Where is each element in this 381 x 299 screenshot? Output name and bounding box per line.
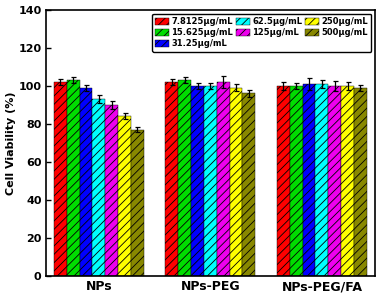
Bar	[341, 86, 354, 276]
Bar	[191, 86, 204, 276]
Bar	[354, 88, 367, 276]
Bar	[67, 80, 80, 276]
Bar	[80, 88, 93, 276]
Bar	[93, 99, 105, 276]
Bar	[54, 82, 67, 276]
Bar	[204, 86, 217, 276]
Bar	[178, 80, 191, 276]
Y-axis label: Cell Viability (%): Cell Viability (%)	[6, 91, 16, 195]
Bar	[328, 86, 341, 276]
Bar	[303, 84, 315, 276]
Bar	[118, 116, 131, 276]
Legend: 7.8125μg/mL, 15.625μg/mL, 31.25μg/mL, 62.5μg/mL, 125μg/mL, 250μg/mL, 500μg/mL: 7.8125μg/mL, 15.625μg/mL, 31.25μg/mL, 62…	[152, 14, 371, 51]
Bar	[315, 84, 328, 276]
Bar	[230, 88, 242, 276]
Bar	[290, 86, 303, 276]
Bar	[217, 82, 230, 276]
Bar	[105, 105, 118, 276]
Bar	[277, 86, 290, 276]
Bar	[242, 93, 255, 276]
Bar	[131, 129, 144, 276]
Bar	[165, 82, 178, 276]
